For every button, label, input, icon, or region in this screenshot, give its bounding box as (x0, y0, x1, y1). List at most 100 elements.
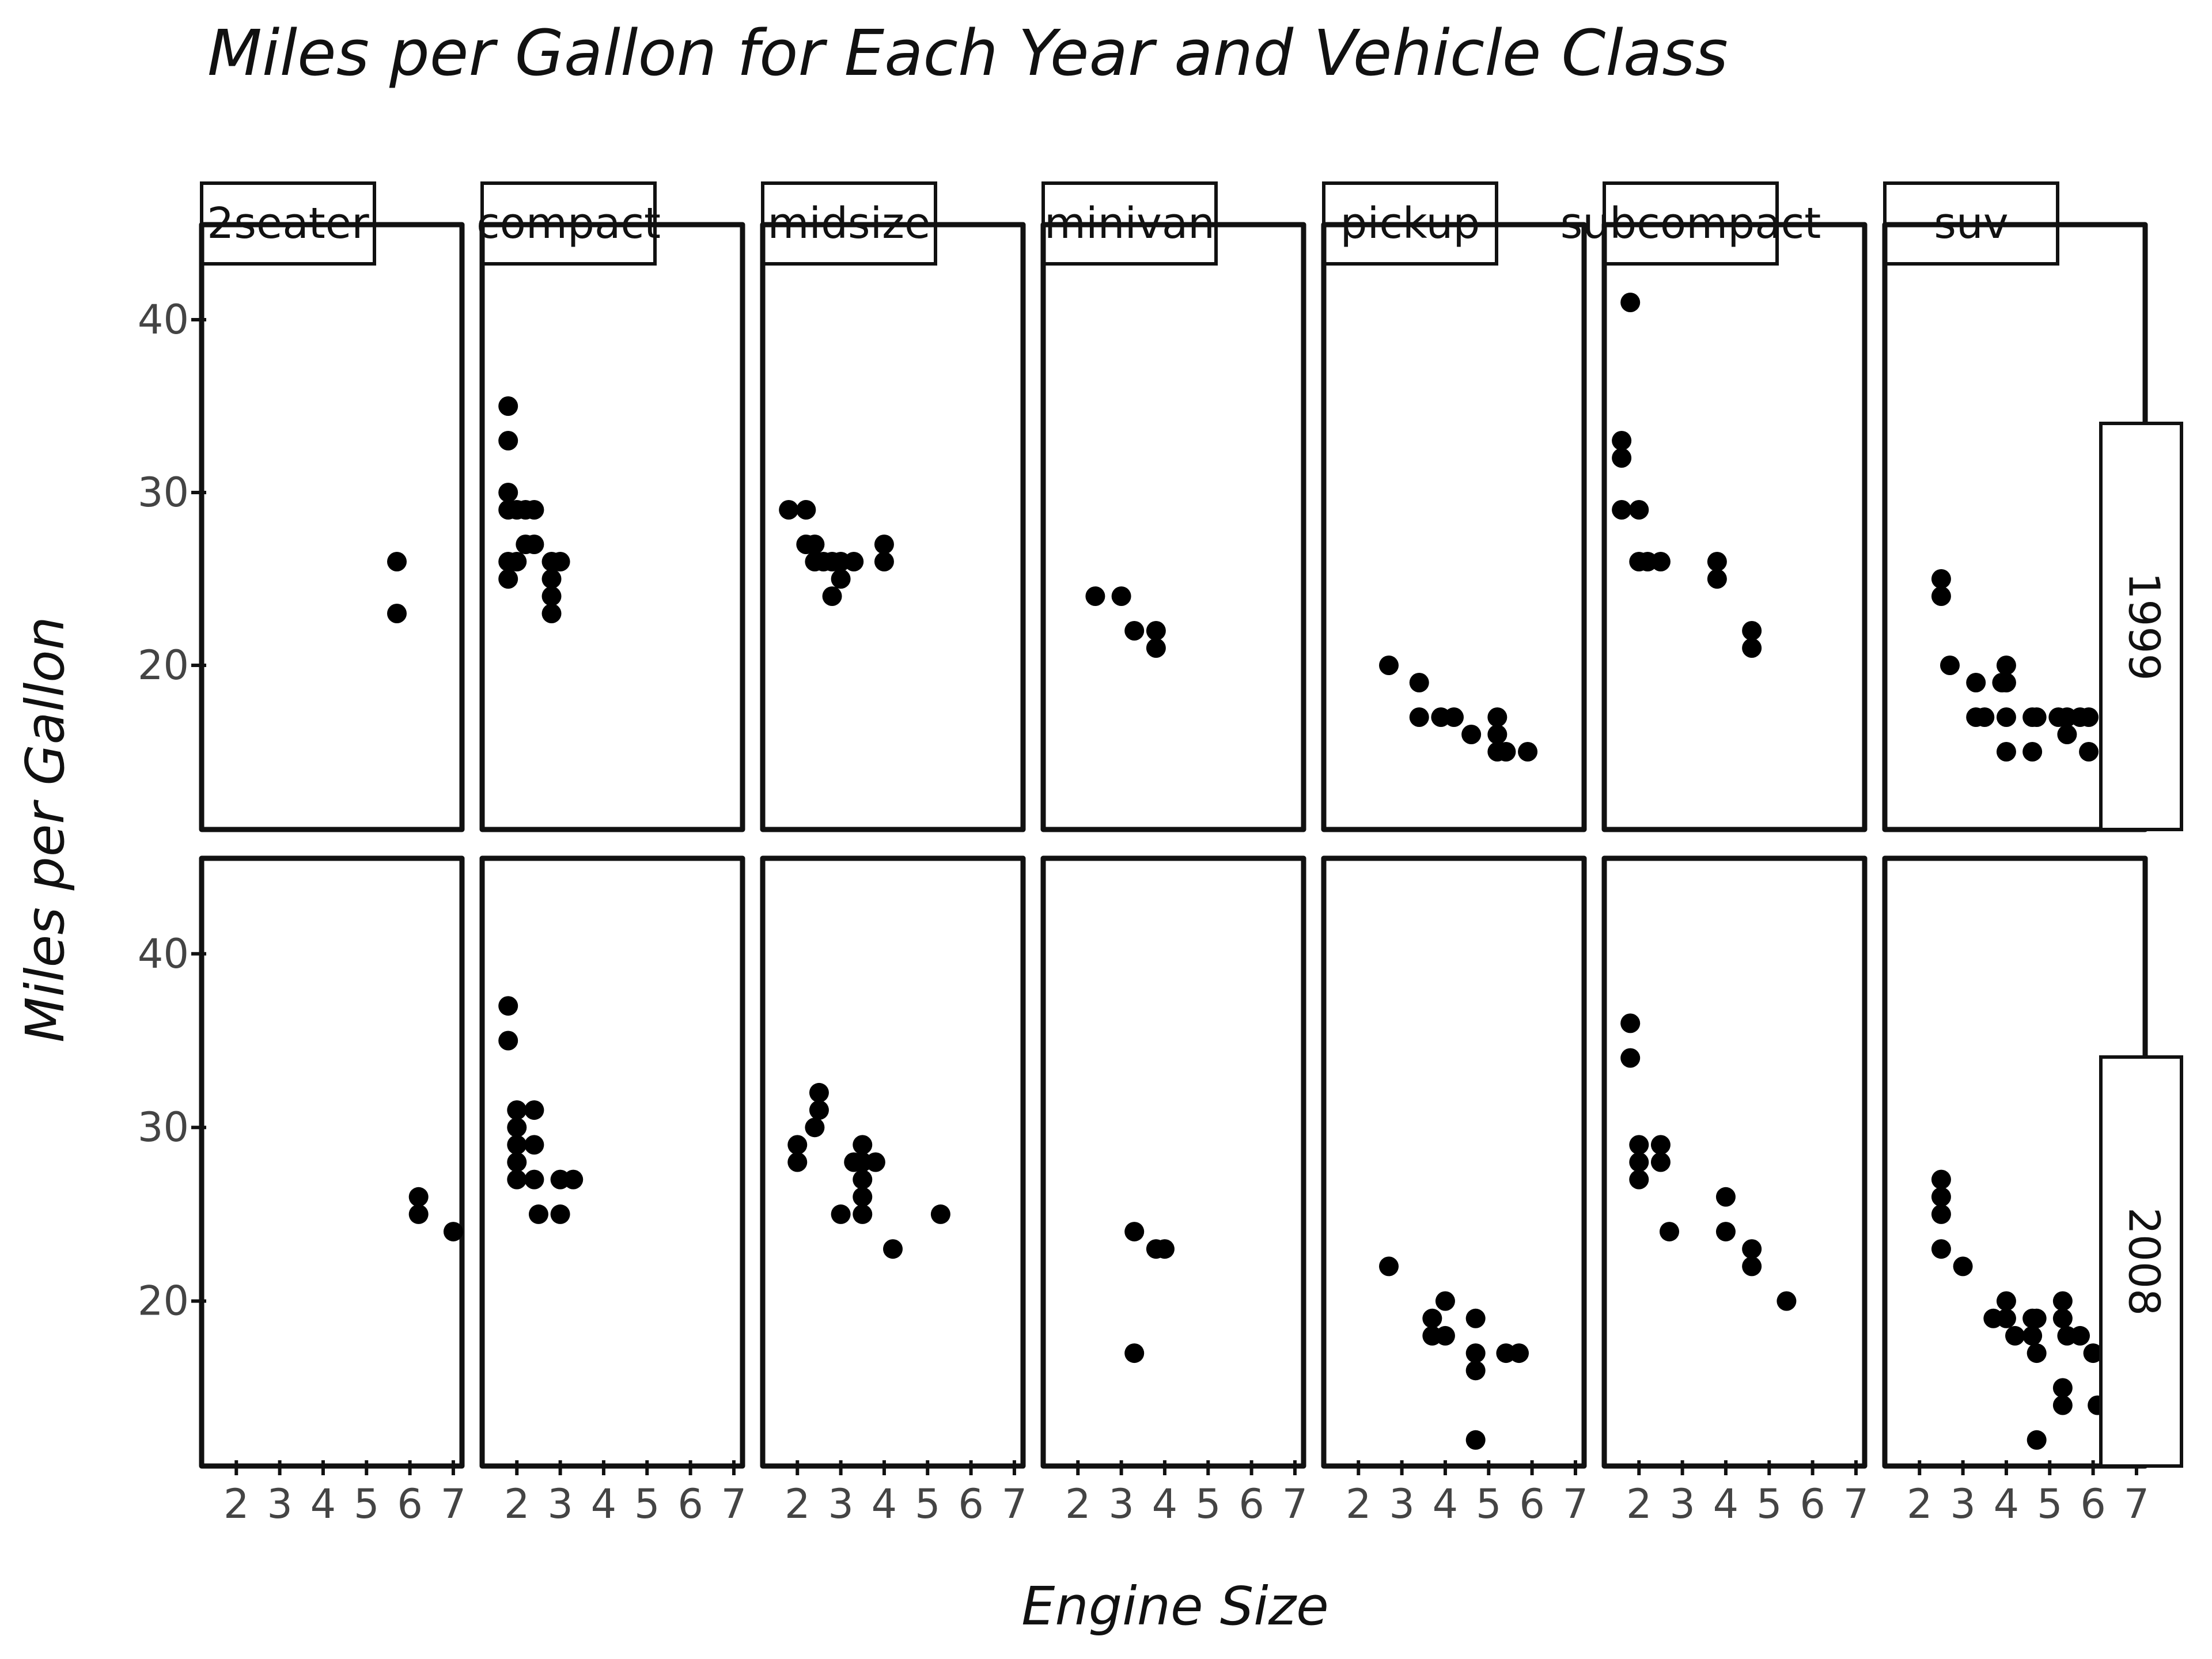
data-point (524, 1169, 544, 1190)
panel-frame (760, 222, 1026, 832)
chart-title: Miles per Gallon for Each Year and Vehic… (207, 16, 1728, 90)
x-tick-label: 4 (1433, 1480, 1459, 1528)
data-point (1975, 707, 1995, 727)
data-point (865, 1152, 885, 1172)
data-point (2070, 1325, 2090, 1346)
panel-frame (479, 222, 745, 832)
panel-2008-2seater: 20 30 40 2 3 4 5 6 7 (138, 855, 466, 1528)
data-point (2027, 707, 2047, 727)
x-tick-label: 3 (1389, 1480, 1415, 1528)
data-point (408, 1204, 429, 1224)
panel-1999-minivan (1040, 222, 1306, 832)
data-point (1487, 707, 1508, 727)
x-tick-label: 5 (915, 1480, 941, 1528)
panel-frame (199, 855, 465, 1469)
data-point (1444, 707, 1464, 727)
x-tick-label: 7 (1843, 1480, 1869, 1528)
data-point (1996, 707, 2016, 727)
panel-1999-midsize (760, 222, 1026, 832)
x-tick-label: 5 (354, 1480, 380, 1528)
x-tick-label: 3 (1669, 1480, 1695, 1528)
data-point (1996, 1308, 2016, 1328)
data-point (805, 1118, 825, 1138)
x-tick-label: 7 (2124, 1480, 2150, 1528)
data-point (524, 1135, 544, 1155)
data-point (528, 1204, 548, 1224)
x-tick-label: 4 (591, 1480, 617, 1528)
x-tick-label: 2 (504, 1480, 530, 1528)
x-tick-label: 6 (677, 1480, 703, 1528)
data-point (2027, 1343, 2047, 1363)
data-point (1612, 448, 1632, 468)
data-point (853, 1169, 873, 1190)
x-tick-label: 6 (397, 1480, 423, 1528)
data-point (1777, 1291, 1797, 1311)
x-tick-label: 3 (267, 1480, 293, 1528)
data-point (2079, 707, 2099, 727)
data-point (1085, 586, 1105, 606)
panel-1999-subcompact (1601, 222, 1868, 832)
data-point (809, 1100, 829, 1120)
data-point (498, 431, 518, 450)
data-point (1966, 673, 1986, 692)
data-point (853, 1204, 873, 1224)
data-point (1518, 742, 1538, 762)
x-tick-label: 6 (1238, 1480, 1264, 1528)
x-tick-label: 2 (1907, 1480, 1933, 1528)
y-tick-label: 20 (138, 642, 189, 689)
row-strip-label: 1999 (2119, 572, 2168, 680)
data-point (408, 1187, 429, 1207)
data-point (498, 396, 518, 416)
data-point (2057, 725, 2077, 744)
panel-frame (760, 855, 1026, 1469)
x-tick-label: 3 (1950, 1480, 1976, 1528)
data-point (563, 1169, 584, 1190)
panel-frame (1040, 222, 1306, 832)
data-point (2052, 1308, 2073, 1328)
data-point (498, 569, 518, 589)
data-point (507, 1135, 527, 1155)
y-tick-label: 40 (138, 296, 189, 343)
panel-1999-compact (479, 222, 745, 832)
x-tick-label: 5 (634, 1480, 660, 1528)
data-point (1509, 1343, 1529, 1363)
x-tick-label: 2 (1626, 1480, 1652, 1528)
data-point (1742, 1239, 1762, 1259)
data-point (1931, 1187, 1951, 1207)
data-point (874, 535, 894, 554)
data-point (1707, 569, 1727, 589)
data-point (1931, 569, 1951, 589)
data-point (1931, 1239, 1951, 1259)
row-strip-2008: 2008 (2099, 1055, 2183, 1468)
data-point (1487, 725, 1508, 744)
data-point (1435, 1291, 1455, 1311)
data-point (498, 483, 518, 502)
x-tick-label: 6 (1519, 1480, 1545, 1528)
x-tick-label: 2 (785, 1480, 810, 1528)
data-point (796, 500, 816, 520)
data-point (1742, 1256, 1762, 1277)
data-point (541, 586, 562, 606)
x-tick-label: 4 (1994, 1480, 2020, 1528)
data-point (2022, 1325, 2043, 1346)
data-point (1629, 500, 1649, 520)
data-point (787, 1152, 808, 1172)
x-tick-label: 7 (1563, 1480, 1589, 1528)
data-point (1996, 742, 2016, 762)
data-point (1111, 586, 1131, 606)
data-point (1931, 1204, 1951, 1224)
data-point (1715, 1222, 1736, 1242)
data-point (1650, 1135, 1671, 1155)
data-point (1742, 621, 1762, 641)
data-point (443, 1222, 463, 1242)
data-point (883, 1239, 903, 1259)
data-point (507, 552, 527, 571)
y-tick-label: 40 (138, 930, 189, 978)
data-point (831, 569, 851, 589)
x-tick-label: 4 (872, 1480, 897, 1528)
